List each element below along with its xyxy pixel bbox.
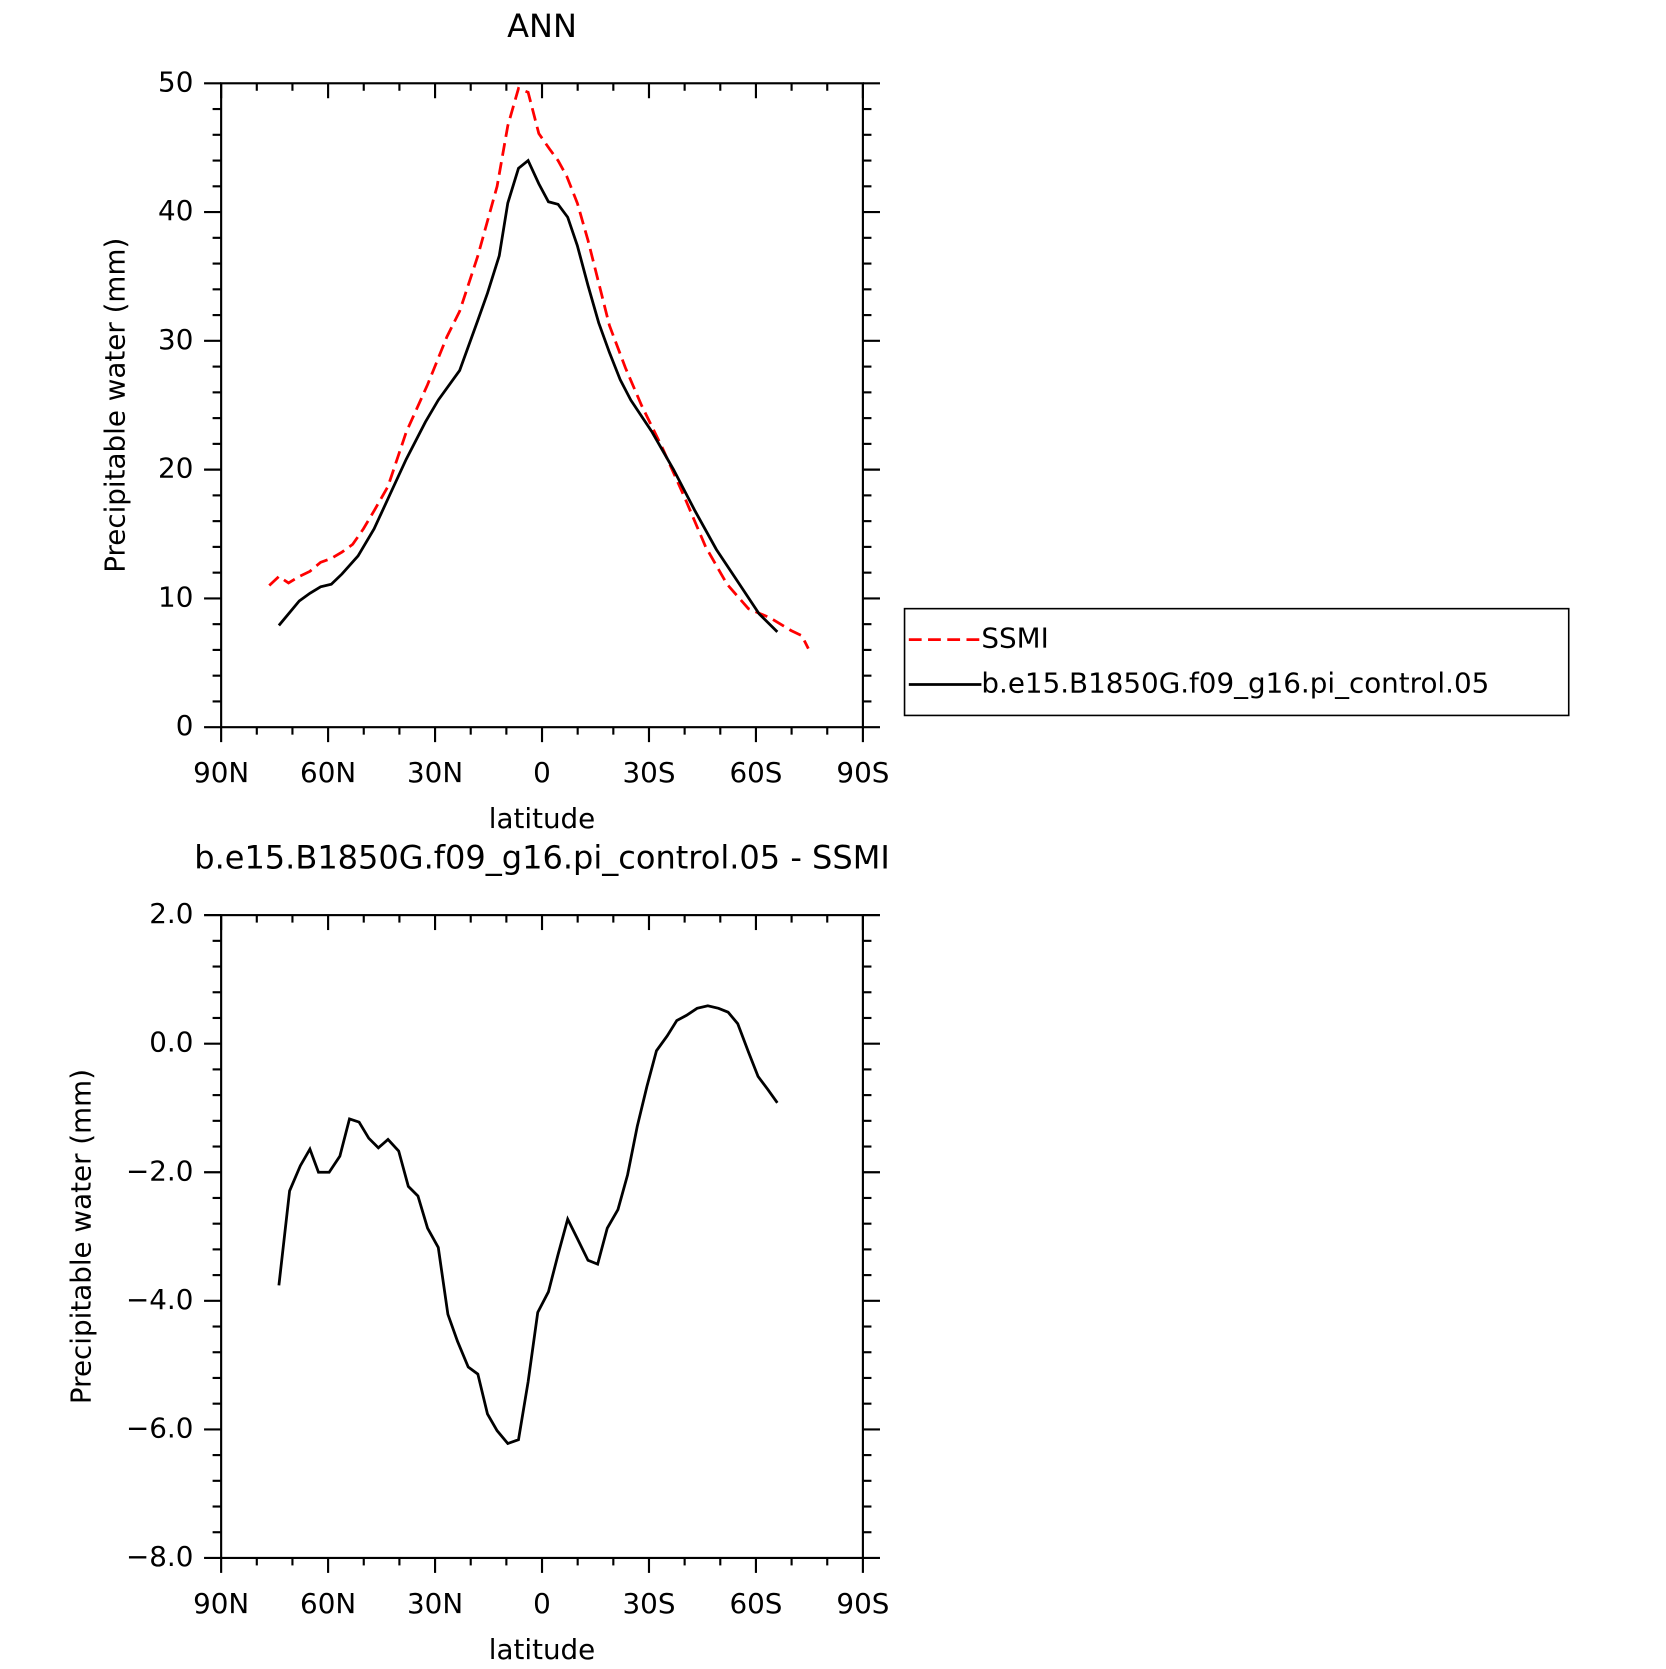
legend-label: SSMI [981, 622, 1048, 655]
y-tick-label: 50 [158, 65, 193, 98]
x-axis-label: latitude [489, 1633, 595, 1666]
y-axis-label: Precipitable water (mm) [64, 1069, 97, 1404]
legend-label: b.e15.B1850G.f09_g16.pi_control.05 [981, 666, 1489, 699]
y-tick-label: −8.0 [126, 1540, 193, 1573]
data-line [277, 158, 779, 633]
x-tick-label: 0 [533, 756, 551, 789]
x-tick-label: 90N [193, 756, 249, 789]
y-tick-label: 2.0 [149, 897, 193, 930]
plot-frame [220, 82, 864, 729]
plot-frame [220, 914, 864, 1560]
x-tick-label: 60N [300, 756, 356, 789]
x-tick-label: 60S [729, 1587, 782, 1620]
x-tick-label: 0 [533, 1587, 551, 1620]
x-tick-label: 30N [407, 756, 463, 789]
y-tick-label: −2.0 [126, 1154, 193, 1187]
data-line [268, 86, 810, 650]
y-tick-label: −6.0 [126, 1411, 193, 1444]
y-tick-label: 30 [158, 323, 193, 356]
legend-box [903, 607, 1570, 717]
y-axis-label: Precipitable water (mm) [98, 238, 131, 573]
data-line [277, 1004, 779, 1446]
y-tick-label: 0.0 [149, 1026, 193, 1059]
x-tick-label: 90S [836, 756, 889, 789]
x-tick-label: 60S [729, 756, 782, 789]
x-tick-label: 30N [407, 1587, 463, 1620]
y-tick-label: 10 [158, 580, 193, 613]
x-axis-label: latitude [489, 802, 595, 835]
chart-title: b.e15.B1850G.f09_g16.pi_control.05 - SSM… [194, 839, 890, 877]
y-tick-label: 0 [176, 709, 194, 742]
x-tick-label: 30S [623, 756, 676, 789]
y-tick-label: 40 [158, 194, 193, 227]
chart-title: ANN [507, 7, 577, 45]
x-tick-label: 90S [836, 1587, 889, 1620]
x-tick-label: 30S [623, 1587, 676, 1620]
y-tick-label: −4.0 [126, 1283, 193, 1316]
x-tick-label: 60N [300, 1587, 356, 1620]
y-tick-label: 20 [158, 452, 193, 485]
x-tick-label: 90N [193, 1587, 249, 1620]
